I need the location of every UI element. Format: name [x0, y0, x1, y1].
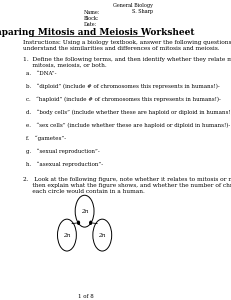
- Text: e.   “sex cells” (include whether these are haploid or diploid in humans!)-: e. “sex cells” (include whether these ar…: [26, 122, 230, 128]
- Circle shape: [78, 221, 79, 224]
- Text: General Biology
S. Sharp: General Biology S. Sharp: [113, 3, 153, 14]
- Text: c.   “haploid” (include # of chromosomes this represents in humans!)-: c. “haploid” (include # of chromosomes t…: [26, 97, 221, 102]
- Text: g.   “sexual reproduction”-: g. “sexual reproduction”-: [26, 148, 99, 154]
- Text: 2n: 2n: [63, 232, 71, 238]
- Text: f.   “gametes”-: f. “gametes”-: [26, 136, 66, 141]
- Text: 2.   Look at the following figure, note whether it relates to mitosis or meiosis: 2. Look at the following figure, note wh…: [23, 177, 231, 194]
- Text: Instructions: Using a biology textbook, answer the following questions to help y: Instructions: Using a biology textbook, …: [23, 40, 231, 51]
- Text: a.   “DNA”-: a. “DNA”-: [26, 71, 56, 76]
- Text: 1.  Define the following terms, and then identify whether they relate more close: 1. Define the following terms, and then …: [23, 57, 231, 68]
- Circle shape: [90, 221, 91, 224]
- Text: 2n: 2n: [81, 209, 88, 214]
- Text: 2n: 2n: [99, 232, 106, 238]
- Text: 1 of 8: 1 of 8: [79, 294, 94, 299]
- Text: Comparing Mitosis and Meiosis Worksheet: Comparing Mitosis and Meiosis Worksheet: [0, 28, 194, 37]
- Text: h.   “asexual reproduction”-: h. “asexual reproduction”-: [26, 161, 103, 167]
- Text: d.   “body cells” (include whether these are haploid or diploid in humans!)-: d. “body cells” (include whether these a…: [26, 110, 231, 115]
- Text: b.   “diploid” (include # of chromosomes this represents in humans!)-: b. “diploid” (include # of chromosomes t…: [26, 84, 219, 89]
- Text: Name:
Block:
Date:: Name: Block: Date:: [83, 10, 100, 27]
